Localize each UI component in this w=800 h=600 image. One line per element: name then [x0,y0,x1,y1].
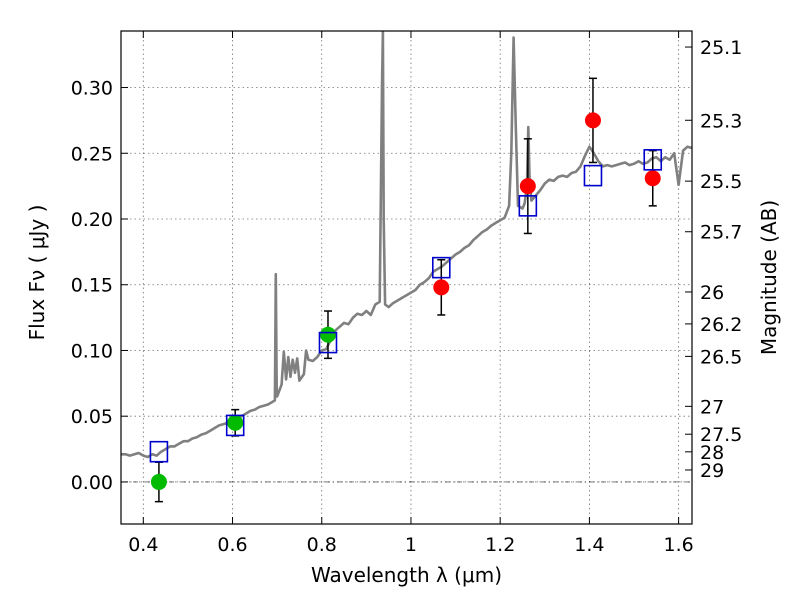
y2-tick-label: 25.1 [700,37,742,59]
x-tick-label: 0.8 [307,534,337,556]
y-tick-label: 0.00 [71,472,113,494]
y-tick-label: 0.15 [71,275,113,297]
plot-frame [120,30,693,525]
model-photometry-square [518,195,538,217]
spectrum-layer [121,31,692,459]
y-tick-label: 0.05 [71,406,113,428]
spectrum-line [121,31,692,459]
observed-nir-point [519,178,536,195]
axis-ticks-layer [121,31,692,524]
y2-tick-label: 29 [700,460,724,482]
observed-optical-point [319,326,336,343]
y-tick-label: 0.20 [71,209,113,231]
marker-layer [149,112,663,490]
model-photometry-square [431,256,451,279]
grid-layer [121,31,692,524]
errbar-layer [154,77,657,503]
y2-tick-label: 25.5 [700,171,742,193]
model-photometry-square [583,164,603,187]
y-axis-label: Flux Fν ( μJy ) [25,205,49,341]
model-photometry-square [149,440,169,463]
y2-tick-label: 25.3 [700,110,742,132]
model-photometry-square [225,414,245,437]
y2-tick-label: 27.5 [700,424,742,446]
y2-tick-label: 25.7 [700,222,742,244]
observed-nir-point [644,170,661,187]
x-tick-label: 0.6 [217,534,247,556]
observed-nir-point [433,279,450,296]
x-tick-label: 1.4 [574,534,604,556]
observed-optical-point [227,414,244,431]
x-tick-label: 1 [405,534,417,556]
y2-tick-label: 26.5 [700,346,742,368]
model-photometry-square [318,331,338,354]
observed-nir-point [584,112,601,129]
y-tick-label: 0.30 [71,78,113,100]
y2-axis-label: Magnitude (AB) [757,200,781,355]
tick-label-layer: 0.4 0.6 0.8 1 1.2 1.4 1.6 0.00 0.05 0.10 0.15 0.20 0… [71,37,743,556]
y2-tick-label: 27 [700,396,724,418]
y-tick-label: 0.10 [71,340,113,362]
x-tick-label: 1.2 [485,534,515,556]
x-axis-label: Wavelength λ (μm) [311,563,502,587]
observed-optical-point [150,473,167,490]
x-tick-label: 1.6 [664,534,694,556]
y2-tick-label: 26 [700,282,724,304]
y-tick-label: 0.25 [71,143,113,165]
y2-tick-label: 28 [700,442,724,464]
y2-tick-label: 26.2 [700,314,742,336]
x-tick-label: 0.4 [128,534,158,556]
model-photometry-square [643,149,663,171]
